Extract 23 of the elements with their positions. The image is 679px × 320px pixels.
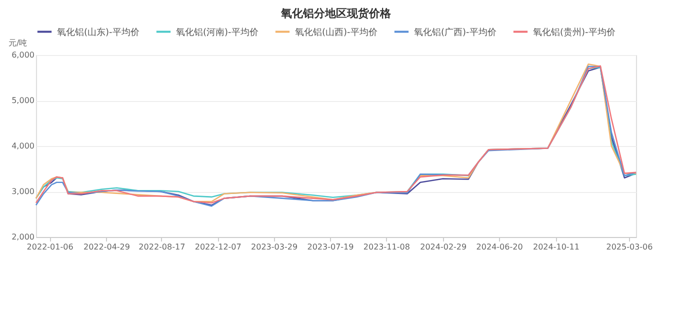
legend-label: 氧化铝(贵州)-平均价 <box>533 26 616 38</box>
x-tick-label: 2023-07-19 <box>307 242 354 252</box>
x-tick-label: 2022-04-29 <box>83 242 130 252</box>
y-axis-title: 元/吨 <box>8 38 28 48</box>
y-tick-label: 3,000 <box>12 187 34 196</box>
x-tick-label: 2022-01-06 <box>26 242 74 252</box>
y-tick-label: 2,000 <box>12 232 34 242</box>
legend-label: 氧化铝(山东)-平均价 <box>57 26 140 38</box>
legend-label: 氧化铝(广西)-平均价 <box>414 26 496 38</box>
y-tick-label: 5,000 <box>12 96 34 105</box>
x-tick-label: 2023-03-29 <box>251 242 298 252</box>
x-tick-label: 2022-08-17 <box>138 242 186 252</box>
x-tick-label: 2024-02-29 <box>420 242 467 252</box>
x-tick-label: 2025-03-06 <box>606 242 653 252</box>
legend-label: 氧化铝(山西)-平均价 <box>295 26 378 38</box>
x-tick-label: 2024-10-11 <box>532 242 580 252</box>
x-tick-label: 2022-12-07 <box>194 242 242 252</box>
legend-label: 氧化铝(河南)-平均价 <box>176 26 258 38</box>
y-tick-label: 4,000 <box>12 142 34 150</box>
y-tick-label: 6,000 <box>12 50 34 60</box>
x-tick-label: 2023-11-08 <box>363 242 410 252</box>
x-tick-label: 2024-06-20 <box>476 242 523 252</box>
chart-title: 氧化铝分地区现货价格 <box>280 7 392 20</box>
